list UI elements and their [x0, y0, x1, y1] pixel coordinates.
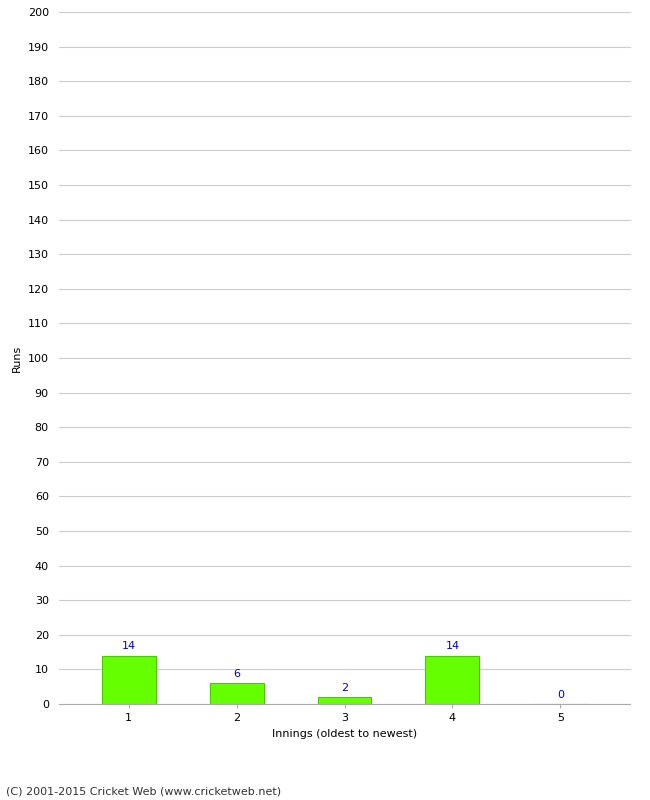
- Bar: [101, 655, 155, 704]
- Text: 6: 6: [233, 669, 240, 679]
- X-axis label: Innings (oldest to newest): Innings (oldest to newest): [272, 729, 417, 738]
- Bar: [426, 655, 480, 704]
- Text: 2: 2: [341, 683, 348, 693]
- Y-axis label: Runs: Runs: [12, 344, 22, 372]
- Text: 14: 14: [445, 642, 460, 651]
- Bar: [209, 683, 263, 704]
- Text: (C) 2001-2015 Cricket Web (www.cricketweb.net): (C) 2001-2015 Cricket Web (www.cricketwe…: [6, 786, 281, 796]
- Text: 14: 14: [122, 642, 136, 651]
- Text: 0: 0: [557, 690, 564, 700]
- Bar: [317, 697, 372, 704]
